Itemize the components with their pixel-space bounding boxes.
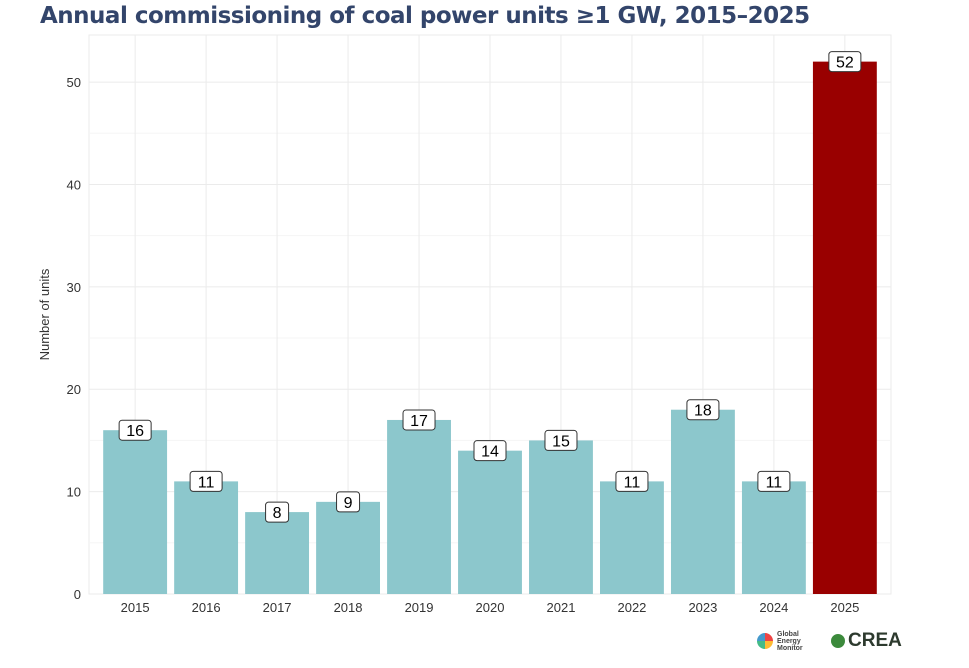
data-label: 14 [481, 444, 499, 461]
bar-2019 [387, 419, 451, 594]
data-label-box [473, 440, 507, 462]
bar-2016 [174, 481, 239, 594]
bar-2025 [812, 61, 877, 595]
y-tick-label: 50 [67, 75, 81, 90]
bar-2017 [245, 512, 310, 594]
bar-2022 [600, 481, 664, 594]
y-axis-title: Number of units [37, 268, 52, 360]
x-tick-label: 2016 [192, 600, 221, 615]
x-tick-label: 2024 [759, 600, 788, 615]
y-tick-label: 10 [67, 485, 81, 500]
data-label-box [189, 470, 223, 492]
gem-logo: Global Energy Monitor [757, 631, 811, 652]
x-tick-label: 2015 [121, 600, 150, 615]
bar-2018 [316, 501, 380, 594]
data-label: 11 [766, 474, 783, 491]
data-label: 11 [624, 474, 641, 491]
data-label: 52 [836, 55, 854, 72]
data-label-box [336, 491, 361, 513]
y-tick-label: 30 [67, 280, 81, 295]
x-tick-label: 2018 [334, 600, 363, 615]
chart-title: Annual commissioning of coal power units… [40, 3, 810, 29]
bar-2015 [103, 430, 168, 594]
data-label: 15 [552, 433, 570, 450]
data-label: 11 [198, 474, 215, 491]
data-label: 9 [344, 495, 353, 512]
x-tick-label: 2017 [263, 600, 292, 615]
crea-logo: CREA [831, 630, 902, 652]
y-tick-label: 40 [67, 177, 81, 192]
x-tick-label: 2020 [476, 600, 505, 615]
x-tick-label: 2022 [617, 600, 646, 615]
globe-icon [757, 633, 773, 649]
x-tick-label: 2019 [405, 600, 434, 615]
data-label-box [118, 419, 152, 441]
logos: Global Energy Monitor CREA [757, 630, 902, 652]
data-label-box [828, 51, 862, 73]
data-label-box [265, 501, 290, 523]
y-tick-label: 20 [67, 382, 81, 397]
data-label-box [402, 409, 436, 431]
bar-2021 [529, 440, 593, 594]
data-label: 17 [410, 413, 428, 430]
crea-leaf-icon [831, 634, 845, 648]
x-tick-label: 2021 [547, 600, 576, 615]
bar-2020 [458, 450, 522, 594]
data-label-box [686, 399, 720, 421]
data-label-box [757, 470, 791, 492]
data-label: 18 [694, 403, 712, 420]
data-label-box [615, 470, 649, 492]
x-tick-label: 2023 [688, 600, 717, 615]
data-label-box [544, 429, 578, 451]
y-tick-label: 0 [74, 587, 81, 602]
bar-2024 [741, 481, 806, 594]
bar-2023 [670, 409, 735, 594]
data-label: 16 [126, 423, 144, 440]
data-label: 8 [273, 505, 282, 522]
x-tick-label: 2025 [830, 600, 859, 615]
